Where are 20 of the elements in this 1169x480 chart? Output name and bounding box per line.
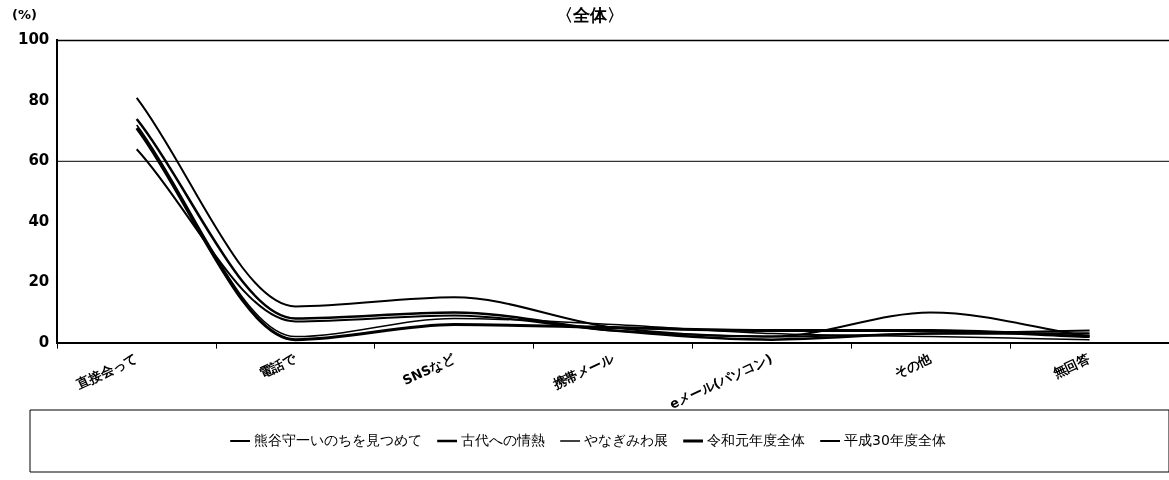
- y-tick-label: 100: [18, 30, 50, 49]
- x-tick-label: eメール(パソコン): [667, 350, 775, 412]
- legend-label: 古代への情熱: [461, 431, 546, 448]
- legend-label: やなぎみわ展: [584, 431, 669, 448]
- x-tick-label: 無回答: [1049, 350, 1093, 382]
- y-tick-label: 80: [28, 90, 50, 109]
- legend-label: 平成30年度全体: [844, 431, 946, 448]
- chart-title: 〈全体〉: [555, 4, 624, 25]
- x-tick-label: 携帯メール: [549, 350, 617, 393]
- legend-label: 熊谷守一いのちを見つめて: [254, 431, 423, 448]
- legend-label: 令和元年度全体: [707, 431, 806, 448]
- y-tick-label: 60: [28, 151, 50, 170]
- y-tick-label: 40: [28, 211, 50, 230]
- y-tick-label: 20: [28, 272, 50, 291]
- x-tick-label: その他: [891, 350, 935, 381]
- x-tick-label: 電話で: [256, 350, 300, 381]
- y-axis-title: (%): [12, 7, 37, 23]
- y-tick-label: 0: [38, 332, 50, 351]
- x-tick-label: 直接会って: [73, 350, 140, 393]
- x-tick-label: SNSなど: [400, 350, 458, 388]
